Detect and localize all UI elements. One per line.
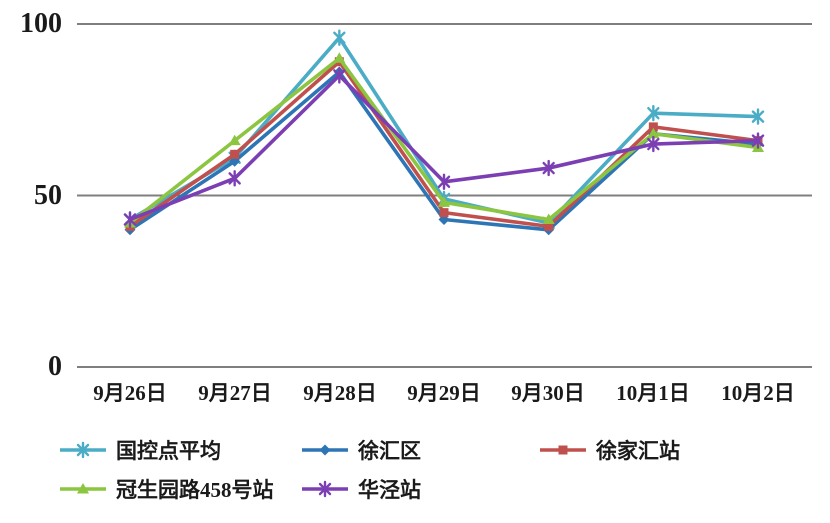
legend-marker-glyph [60,441,106,459]
x-axis-tick-6: 10月1日 [616,381,690,405]
marker-square [558,445,568,455]
legend-marker-glyph [540,445,586,455]
x-axis-tick-4: 9月29日 [407,381,481,405]
legend-label: 国控点平均 [116,439,221,463]
x-axis-tick-2: 9月27日 [198,381,272,405]
legend-marker-asterisk-cyan [58,440,108,460]
marker-square [230,149,240,159]
series-3-line [124,52,764,228]
marker-triangle [228,134,241,146]
marker-asterisk [123,211,137,228]
marker-asterisk [437,173,451,190]
marker-triangle [333,52,346,63]
marker-square [544,221,554,231]
legend-item-huajingzhan: 华泾站 [300,477,421,502]
marker-triangle [438,196,450,207]
legend-label: 徐家汇站 [596,439,680,463]
legend-marker-glyph [302,480,348,498]
marker-square [648,122,658,132]
marker-asterisk [542,159,555,177]
y-axis-tick-100: 100 [20,8,62,39]
x-axis-tick-7: 10月2日 [721,381,795,405]
marker-asterisk [318,480,332,498]
legend-label: 冠生园路458号站 [116,478,274,502]
x-axis-tick-5: 9月30日 [511,381,585,405]
chart-canvas [77,23,812,368]
marker-asterisk [228,170,241,187]
marker-triangle [647,127,660,139]
marker-asterisk [751,132,765,149]
marker-diamond [319,444,331,456]
legend-marker-glyph [60,483,106,494]
legend-marker-triangle-green [58,479,108,499]
y-axis-tick-50: 50 [34,180,62,211]
marker-square [439,208,449,218]
legend-label: 华泾站 [358,478,421,502]
series-4-line [123,67,765,228]
marker-asterisk [751,108,765,125]
marker-triangle [77,483,89,494]
legend-item-guokongdian: 国控点平均 [58,438,221,463]
marker-triangle [542,213,555,225]
legend-marker-asterisk-purple [300,479,350,499]
legend-label: 徐汇区 [358,439,421,463]
marker-asterisk [333,67,346,84]
y-axis-tick-0: 0 [48,351,62,382]
legend-item-guanshengyuanlu: 冠生园路458号站 [58,477,274,502]
legend-marker-square-red [538,440,588,460]
marker-asterisk [647,135,660,153]
legend-marker-glyph [302,444,348,456]
x-axis-tick-3: 9月28日 [303,381,377,405]
marker-asterisk [333,29,346,46]
legend-marker-diamond-blue [300,440,350,460]
marker-asterisk [647,104,660,122]
x-axis-tick-1: 9月26日 [93,381,167,405]
legend-item-xujiahuizhan: 徐家汇站 [538,438,680,463]
legend-item-xuhuiqu: 徐汇区 [300,438,421,463]
marker-asterisk [76,441,90,459]
